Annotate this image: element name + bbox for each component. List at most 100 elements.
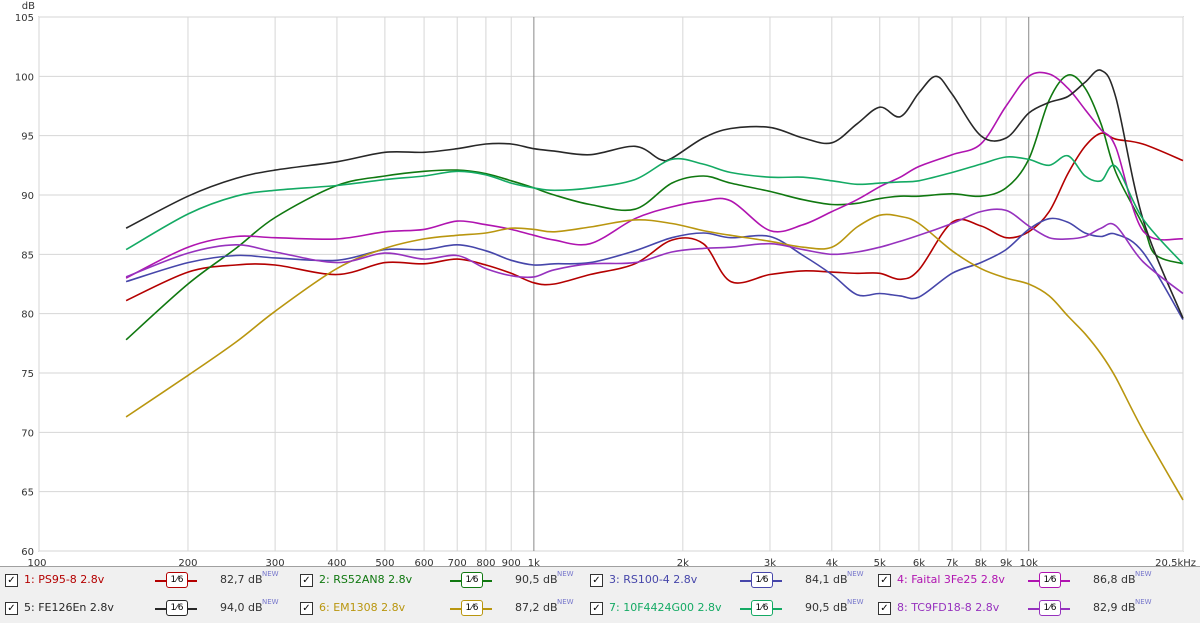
smoothing-label: 1⁄6 [1039, 600, 1061, 616]
series-visibility-checkbox[interactable]: ✓ [5, 574, 18, 587]
smoothing-selector[interactable]: 1⁄6 [155, 572, 197, 588]
series-line-6 [125, 213, 1184, 501]
legend-item-3: ✓ 3: RS100-4 2.8v 1⁄6 84,1 dB NEW [590, 567, 880, 595]
smoothing-label: 1⁄6 [461, 572, 483, 588]
plot-area [38, 16, 1184, 552]
series-visibility-checkbox[interactable]: ✓ [5, 602, 18, 615]
new-badge: NEW [557, 570, 574, 578]
frequency-response-chart: 60 65 70 75 80 85 90 95 100 105 100 200 300 400 500 60… [15, 1, 1196, 566]
series-visibility-checkbox[interactable]: ✓ [878, 602, 891, 615]
legend-series-name: 7: 10F4424G00 2.8v [609, 601, 722, 614]
x-tick-label: 5k [874, 558, 886, 566]
x-tick-label: 300 [266, 558, 285, 566]
x-tick-label: 400 [327, 558, 346, 566]
y-tick-label: 65 [21, 488, 34, 499]
smoothing-label: 1⁄6 [751, 600, 773, 616]
new-badge: NEW [1135, 598, 1152, 606]
smoothing-selector[interactable]: 1⁄6 [740, 572, 782, 588]
series-lines [125, 69, 1184, 501]
legend-series-name: 1: PS95-8 2.8v [24, 573, 105, 586]
x-tick-label: 6k [913, 558, 925, 566]
y-tick-label: 95 [21, 132, 34, 143]
smoothing-selector[interactable]: 1⁄6 [155, 600, 197, 616]
legend-level-value: 82,7 dB [220, 573, 263, 586]
y-axis-tick-labels: 60 65 70 75 80 85 90 95 100 105 [15, 13, 34, 558]
x-tick-label: 8k [975, 558, 987, 566]
series-visibility-checkbox[interactable]: ✓ [300, 574, 313, 587]
series-line-8 [125, 208, 1184, 295]
series-visibility-checkbox[interactable]: ✓ [300, 602, 313, 615]
smoothing-selector[interactable]: 1⁄6 [450, 572, 492, 588]
legend-series-name: 5: FE126En 2.8v [24, 601, 114, 614]
new-badge: NEW [262, 570, 279, 578]
x-tick-label: 10k [1019, 558, 1038, 566]
new-badge: NEW [262, 598, 279, 606]
legend-item-6: ✓ 6: EM1308 2.8v 1⁄6 87,2 dB NEW [300, 595, 590, 623]
x-tick-label: 4k [826, 558, 838, 566]
series-line-4 [125, 71, 1184, 279]
x-tick-label: 500 [375, 558, 394, 566]
x-tick-label: 3k [764, 558, 776, 566]
y-tick-label: 70 [21, 428, 34, 439]
series-line-1 [125, 132, 1184, 302]
legend-series-name: 6: EM1308 2.8v [319, 601, 406, 614]
y-tick-label: 60 [21, 547, 34, 558]
smoothing-label: 1⁄6 [166, 572, 188, 588]
series-line-3 [125, 217, 1184, 321]
series-visibility-checkbox[interactable]: ✓ [878, 574, 891, 587]
legend-level-value: 94,0 dB [220, 601, 263, 614]
smoothing-selector[interactable]: 1⁄6 [1028, 572, 1070, 588]
series-line-5 [125, 69, 1184, 319]
smoothing-label: 1⁄6 [1039, 572, 1061, 588]
legend-level-value: 90,5 dB [805, 601, 848, 614]
legend-item-5: ✓ 5: FE126En 2.8v 1⁄6 94,0 dB NEW [5, 595, 295, 623]
x-tick-label: 900 [502, 558, 521, 566]
legend-level-value: 84,1 dB [805, 573, 848, 586]
smoothing-selector[interactable]: 1⁄6 [1028, 600, 1070, 616]
legend-series-name: 8: TC9FD18-8 2.8v [897, 601, 1000, 614]
legend-series-name: 3: RS100-4 2.8v [609, 573, 698, 586]
x-tick-label: 2k [677, 558, 689, 566]
x-tick-label: 9k [1000, 558, 1012, 566]
legend-panel: ✓ 1: PS95-8 2.8v 1⁄6 82,7 dB NEW ✓ 2: RS52AN8 … [0, 566, 1200, 623]
legend-series-name: 2: RS52AN8 2.8v [319, 573, 413, 586]
legend-row: ✓ 1: PS95-8 2.8v 1⁄6 82,7 dB NEW ✓ 2: RS52AN8 … [0, 567, 1200, 595]
x-axis-tick-labels: 100 200 300 400 500 600 700 800 900 1k 2k 3k 4k 5k 6k 7… [27, 558, 1196, 566]
smoothing-selector[interactable]: 1⁄6 [450, 600, 492, 616]
legend-item-7: ✓ 7: 10F4424G00 2.8v 1⁄6 90,5 dB NEW [590, 595, 880, 623]
new-badge: NEW [1135, 570, 1152, 578]
legend-item-1: ✓ 1: PS95-8 2.8v 1⁄6 82,7 dB NEW [5, 567, 295, 595]
smoothing-label: 1⁄6 [751, 572, 773, 588]
x-tick-label: 700 [448, 558, 467, 566]
x-tick-label: 600 [415, 558, 434, 566]
legend-row: ✓ 5: FE126En 2.8v 1⁄6 94,0 dB NEW ✓ 6: EM1308 … [0, 595, 1200, 623]
new-badge: NEW [847, 598, 864, 606]
series-line-7 [125, 154, 1184, 265]
smoothing-selector[interactable]: 1⁄6 [740, 600, 782, 616]
y-tick-label: 100 [15, 72, 34, 83]
x-tick-label: 7k [946, 558, 958, 566]
x-tick-label: 100 [27, 558, 46, 566]
new-badge: NEW [557, 598, 574, 606]
y-tick-label: 75 [21, 369, 34, 380]
legend-level-value: 82,9 dB [1093, 601, 1136, 614]
y-axis-label: dB [22, 1, 35, 12]
y-tick-label: 105 [15, 13, 34, 24]
smoothing-label: 1⁄6 [461, 600, 483, 616]
legend-item-2: ✓ 2: RS52AN8 2.8v 1⁄6 90,5 dB NEW [300, 567, 590, 595]
legend-level-value: 90,5 dB [515, 573, 558, 586]
y-tick-label: 80 [21, 310, 34, 321]
x-tick-label: 20,5kHz [1155, 558, 1196, 566]
series-visibility-checkbox[interactable]: ✓ [590, 602, 603, 615]
legend-level-value: 87,2 dB [515, 601, 558, 614]
x-tick-label: 200 [178, 558, 197, 566]
y-tick-label: 85 [21, 250, 34, 261]
new-badge: NEW [847, 570, 864, 578]
smoothing-label: 1⁄6 [166, 600, 188, 616]
series-line-2 [125, 73, 1184, 341]
series-visibility-checkbox[interactable]: ✓ [590, 574, 603, 587]
y-tick-label: 90 [21, 191, 34, 202]
legend-item-4: ✓ 4: Faital 3Fe25 2.8v 1⁄6 86,8 dB NEW [878, 567, 1168, 595]
legend-level-value: 86,8 dB [1093, 573, 1136, 586]
x-tick-label: 1k [528, 558, 540, 566]
